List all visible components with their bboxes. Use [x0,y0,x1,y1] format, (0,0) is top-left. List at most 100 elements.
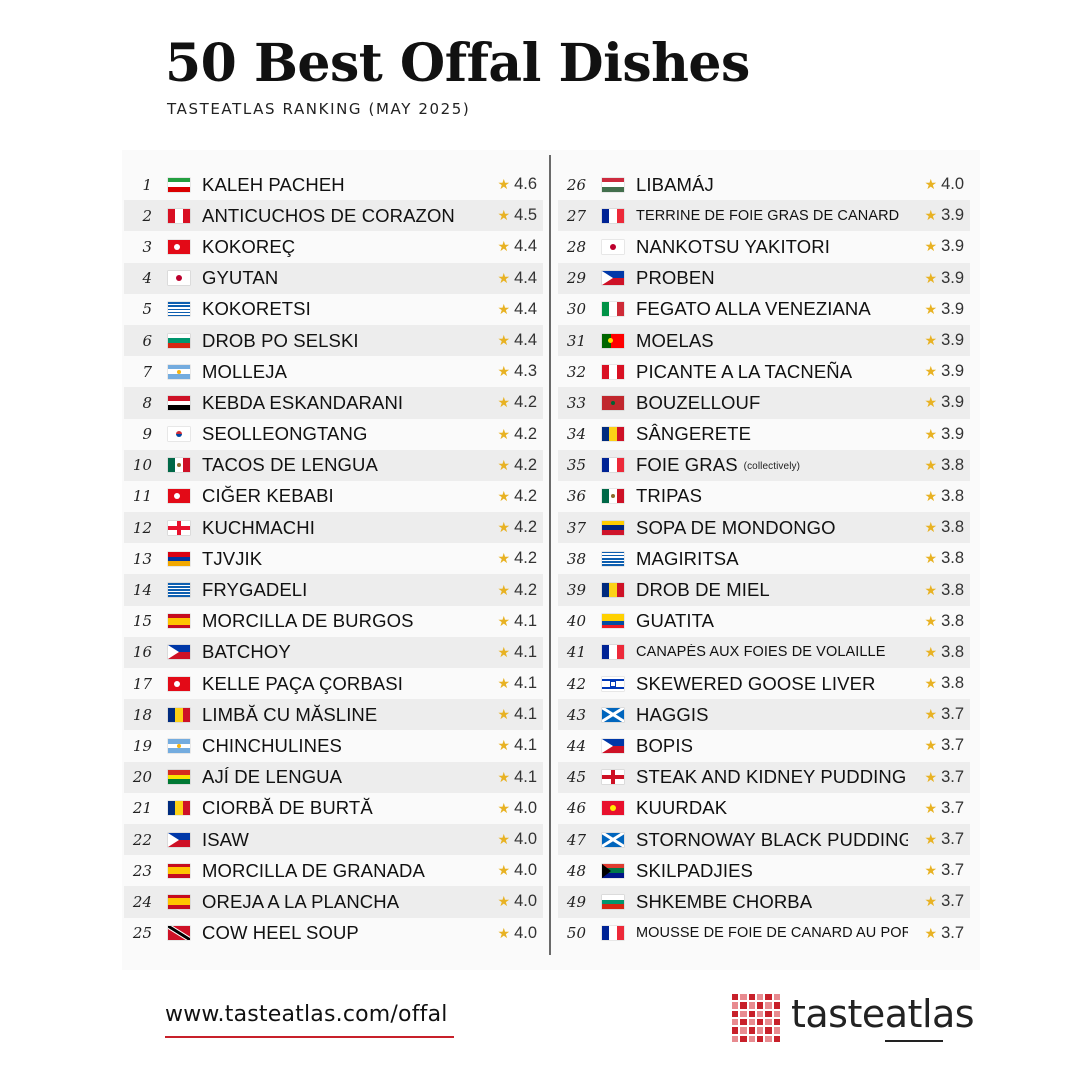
star-icon: ★ [924,519,938,536]
star-icon: ★ [924,799,938,816]
country-flag-icon [168,302,190,317]
country-flag-icon [602,801,624,816]
dish-rating: ★ 3.8 [908,518,965,537]
star-icon: ★ [924,550,938,567]
dish-rating: ★ 4.0 [481,892,538,911]
ranking-row: 47 STORNOWAY BLACK PUDDING ★ 3.7 [558,823,970,856]
dish-name: FRYGADELI [202,579,308,601]
rank-number: 14 [132,581,152,600]
country-flag-icon [602,645,624,660]
country-flag-icon [168,520,190,535]
rank-number: 39 [566,581,586,600]
dish-rating: ★ 4.1 [481,674,538,693]
dish-name: DROB DE MIEL [636,579,770,601]
star-icon: ★ [497,269,511,286]
star-icon: ★ [924,238,938,255]
ranking-row: 19 CHINCHULINES ★ 4.1 [124,730,543,761]
dish-name: AJÍ DE LENGUA [202,766,343,788]
rank-number: 23 [132,861,152,880]
ranking-row: 17 KELLE PAÇA ÇORBASI ★ 4.1 [124,668,543,699]
dish-rating: ★ 3.7 [908,799,965,818]
ranking-row: 20 AJÍ DE LENGUA ★ 4.1 [124,761,543,793]
rank-number: 6 [142,331,152,350]
rating-value: 4.4 [514,237,537,256]
dish-rating: ★ 4.3 [481,362,538,381]
rank-number: 40 [566,612,586,631]
dish-rating: ★ 4.6 [481,175,538,194]
rating-value: 4.2 [514,549,537,568]
ranking-row: 49 SHKEMBE CHORBA ★ 3.7 [558,886,970,918]
ranking-row: 42 SKEWERED GOOSE LIVER ★ 3.8 [558,668,970,699]
rank-number: 20 [132,768,152,787]
country-flag-icon [602,427,624,442]
country-flag-icon [602,770,624,785]
rank-number: 33 [566,393,586,412]
dish-rating: ★ 3.9 [908,299,965,319]
star-icon: ★ [924,363,938,380]
dish-rating: ★ 4.2 [481,581,538,600]
dish-rating: ★ 4.5 [481,206,538,225]
dish-rating: ★ 3.8 [908,456,965,475]
star-icon: ★ [924,612,938,629]
rank-number: 44 [566,736,586,755]
dish-rating: ★ 4.0 [481,924,538,943]
page-subtitle: TASTEATLAS RANKING (MAY 2025) [167,100,471,118]
rating-value: 4.1 [514,674,537,693]
dish-name: GYUTAN [202,267,279,289]
country-flag-icon [168,177,190,192]
country-flag-icon [602,208,624,223]
dish-rating: ★ 3.7 [908,924,965,943]
dish-rating: ★ 4.1 [481,768,538,787]
star-icon: ★ [924,456,938,473]
rank-number: 48 [566,861,586,880]
ranking-row: 28 NANKOTSU YAKITORI ★ 3.9 [558,231,970,262]
rank-number: 3 [142,237,152,256]
rating-value: 3.9 [941,299,964,318]
country-flag-icon [602,333,624,348]
rating-value: 4.0 [514,798,537,817]
dish-name: TACOS DE LENGUA [202,454,378,476]
country-flag-icon [602,520,624,535]
rank-number: 27 [566,206,586,225]
ranking-row: 38 MAGIRITSA ★ 3.8 [558,543,970,574]
star-icon: ★ [497,612,511,629]
rank-number: 2 [142,206,152,225]
country-flag-icon [602,707,624,722]
ranking-row: 35 FOIE GRAS (collectively) ★ 3.8 [558,449,970,481]
star-icon: ★ [924,706,938,723]
rank-number: 22 [132,830,152,849]
star-icon: ★ [924,862,938,879]
rank-number: 43 [566,705,586,724]
ranking-row: 6 DROB PO SELSKI ★ 4.4 [124,324,543,357]
star-icon: ★ [497,893,511,910]
country-flag-icon [602,458,624,473]
rating-value: 3.9 [941,393,964,412]
country-flag-icon [168,239,190,254]
dish-name: KEBDA ESKANDARANI [202,391,404,413]
rating-value: 3.8 [941,549,964,568]
star-icon: ★ [497,238,511,255]
dish-name: CIORBĂ DE BURTĂ [202,797,373,819]
dish-rating: ★ 4.2 [481,456,538,475]
country-flag-icon [168,395,190,410]
dish-rating: ★ 3.9 [908,206,965,225]
ranking-row: 7 MOLLEJA ★ 4.3 [124,356,543,387]
country-flag-icon [168,770,190,785]
star-icon: ★ [497,207,511,224]
country-flag-icon [602,583,624,598]
country-flag-icon [602,489,624,504]
star-icon: ★ [497,862,511,879]
rating-value: 3.9 [941,237,964,256]
rank-number: 4 [142,269,152,288]
dish-name: CHINCHULINES [202,734,342,756]
star-icon: ★ [497,519,511,536]
country-flag-icon [168,926,190,941]
dish-name: MOUSSE DE FOIE DE CANARD AU PORTO [636,925,908,942]
rating-value: 3.7 [941,892,964,911]
footer-url-link[interactable]: www.tasteatlas.com/offal [165,1002,448,1027]
rating-value: 4.0 [941,175,964,194]
dish-rating: ★ 4.1 [481,612,538,631]
country-flag-icon [168,489,190,504]
rank-number: 31 [566,331,586,350]
dish-rating: ★ 3.9 [908,269,965,288]
